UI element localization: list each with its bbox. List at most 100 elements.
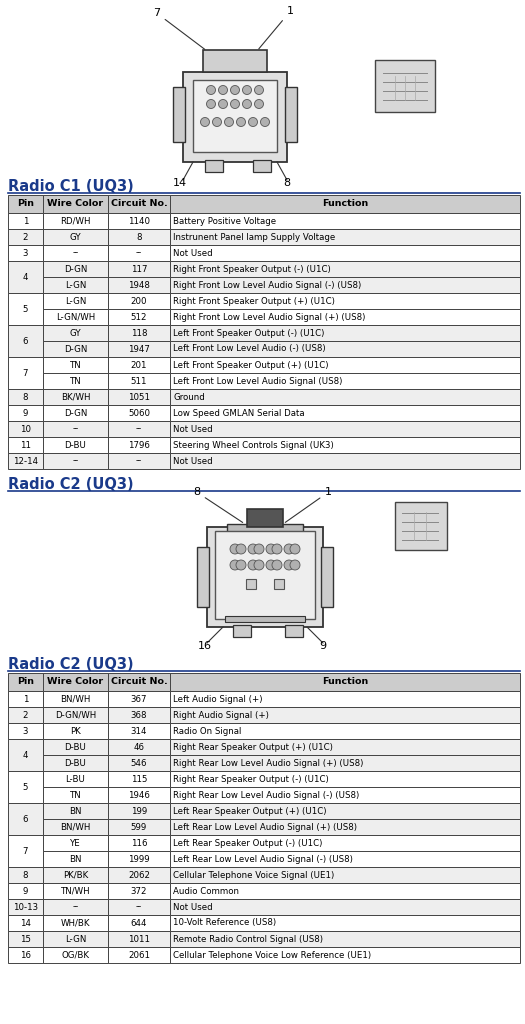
Circle shape (218, 99, 227, 109)
Circle shape (254, 560, 264, 570)
Circle shape (218, 85, 227, 94)
Text: 10: 10 (20, 425, 31, 433)
Circle shape (213, 118, 222, 127)
Bar (43, 771, 108, 787)
Bar (170, 195, 520, 213)
Bar (207, 527, 323, 627)
Bar (108, 195, 170, 213)
Circle shape (236, 544, 246, 554)
Bar (8, 673, 43, 691)
Bar (170, 803, 520, 819)
Bar (203, 50, 267, 72)
Text: Wire Color: Wire Color (47, 678, 103, 686)
Text: 16: 16 (198, 641, 212, 651)
Circle shape (230, 85, 239, 94)
Circle shape (248, 560, 258, 570)
Bar (43, 707, 108, 723)
Text: Radio C1 (UQ3): Radio C1 (UQ3) (8, 179, 134, 194)
Text: 1999: 1999 (128, 854, 150, 863)
Text: Right Rear Speaker Output (+) (U1C): Right Rear Speaker Output (+) (U1C) (173, 742, 333, 752)
Bar (43, 673, 108, 691)
Bar (8, 421, 43, 437)
Circle shape (230, 99, 239, 109)
Text: BK/WH: BK/WH (61, 392, 90, 401)
Bar (8, 899, 43, 915)
Bar (274, 579, 284, 589)
Circle shape (225, 118, 234, 127)
Text: GY: GY (70, 232, 81, 242)
Text: 5060: 5060 (128, 409, 150, 418)
Bar (8, 357, 43, 389)
Circle shape (266, 544, 276, 554)
Bar (215, 531, 315, 618)
Bar (253, 160, 271, 172)
Text: 599: 599 (131, 822, 147, 831)
Bar (170, 309, 520, 325)
Text: 1947: 1947 (128, 344, 150, 353)
Text: 15: 15 (20, 935, 31, 943)
Bar (227, 524, 303, 532)
Bar (108, 341, 170, 357)
Bar (8, 229, 43, 245)
Text: 8: 8 (23, 392, 28, 401)
Circle shape (272, 544, 282, 554)
Text: D-BU: D-BU (65, 742, 87, 752)
Text: D-BU: D-BU (65, 759, 87, 768)
Bar (108, 771, 170, 787)
Text: 546: 546 (131, 759, 147, 768)
Text: Cellular Telephone Voice Signal (UE1): Cellular Telephone Voice Signal (UE1) (173, 870, 334, 880)
Text: D-BU: D-BU (65, 440, 87, 450)
Bar (108, 803, 170, 819)
Text: 8: 8 (136, 232, 142, 242)
Bar (108, 389, 170, 406)
Text: RD/WH: RD/WH (60, 216, 91, 225)
Text: 11: 11 (20, 440, 31, 450)
Text: Function: Function (322, 200, 368, 209)
Bar (170, 835, 520, 851)
Circle shape (266, 560, 276, 570)
Text: TN: TN (70, 360, 81, 370)
Bar (43, 691, 108, 707)
Bar (108, 406, 170, 421)
Bar (197, 547, 209, 607)
Bar (108, 421, 170, 437)
Bar (233, 625, 251, 637)
Text: Left Front Low Level Audio Signal (US8): Left Front Low Level Audio Signal (US8) (173, 377, 342, 385)
Bar (43, 803, 108, 819)
Bar (108, 437, 170, 453)
Text: Instrunent Panel lamp Supply Voltage: Instrunent Panel lamp Supply Voltage (173, 232, 335, 242)
Text: L-GN: L-GN (65, 935, 86, 943)
Text: 7: 7 (23, 369, 28, 378)
Bar (170, 406, 520, 421)
Bar (395, 502, 447, 550)
Text: D-GN: D-GN (64, 344, 87, 353)
Text: Left Rear Speaker Output (-) (U1C): Left Rear Speaker Output (-) (U1C) (173, 839, 322, 848)
Text: Steering Wheel Controls Signal (UK3): Steering Wheel Controls Signal (UK3) (173, 440, 334, 450)
Bar (170, 229, 520, 245)
Bar (8, 915, 43, 931)
Bar (170, 373, 520, 389)
Text: 1051: 1051 (128, 392, 150, 401)
Bar (170, 707, 520, 723)
Text: 4: 4 (23, 751, 28, 760)
Bar (43, 915, 108, 931)
Text: --: -- (136, 425, 142, 433)
Bar (108, 325, 170, 341)
Bar (108, 755, 170, 771)
Text: Circuit No.: Circuit No. (111, 678, 167, 686)
Circle shape (201, 118, 209, 127)
Bar (8, 325, 43, 357)
Bar (246, 579, 256, 589)
Bar (43, 293, 108, 309)
Text: Radio C2 (UQ3): Radio C2 (UQ3) (8, 657, 134, 672)
Text: Circuit No.: Circuit No. (111, 200, 167, 209)
Text: 16: 16 (20, 950, 31, 959)
Text: Remote Radio Control Signal (US8): Remote Radio Control Signal (US8) (173, 935, 323, 943)
Bar (321, 547, 333, 607)
Text: Left Rear Low Level Audio Signal (-) (US8): Left Rear Low Level Audio Signal (-) (US… (173, 854, 353, 863)
Bar (108, 947, 170, 963)
Bar (170, 883, 520, 899)
Text: L-GN: L-GN (65, 297, 86, 305)
Bar (108, 453, 170, 469)
Bar (8, 261, 43, 293)
